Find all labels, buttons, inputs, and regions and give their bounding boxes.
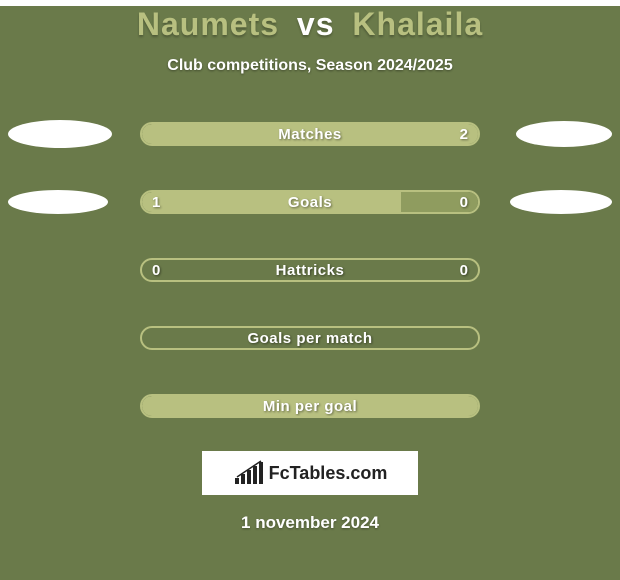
stat-bar: Goals10	[140, 190, 480, 214]
player-oval	[8, 120, 112, 148]
stat-label: Goals per match	[142, 330, 478, 347]
player1-name: Naumets	[137, 6, 279, 42]
stat-row: Goals per match	[0, 315, 620, 361]
comparison-infographic: Naumets vs Khalaila Club competitions, S…	[0, 6, 620, 580]
footer-date: 1 november 2024	[0, 513, 620, 533]
title-vs: vs	[297, 6, 335, 42]
bar-fill-right	[401, 192, 478, 212]
bar-fill-left	[142, 192, 401, 212]
stat-bar: Hattricks0 0	[140, 258, 480, 282]
stat-row: Hattricks0 0	[0, 247, 620, 293]
stat-bar: Min per goal	[140, 394, 480, 418]
stats-stage: Matches2 Goals10 Hattricks0 0 Goals per matc…	[0, 111, 620, 429]
page-title: Naumets vs Khalaila	[0, 6, 620, 43]
stat-bar: Goals per match	[140, 326, 480, 350]
player-oval	[8, 190, 108, 214]
subtitle: Club competitions, Season 2024/2025	[0, 57, 620, 75]
logo-text: FcTables.com	[269, 463, 388, 484]
player-oval	[516, 121, 612, 147]
logo-box: FcTables.com	[202, 451, 418, 495]
bar-fill-left	[142, 396, 478, 416]
player-oval	[510, 190, 612, 214]
stat-row: Min per goal	[0, 383, 620, 429]
stat-label: Hattricks	[142, 262, 478, 279]
player2-name: Khalaila	[352, 6, 483, 42]
stat-value-right: 0	[460, 262, 468, 279]
bar-fill-left	[142, 124, 478, 144]
stat-bar: Matches2	[140, 122, 480, 146]
stat-value-left: 0	[152, 262, 160, 279]
bars-icon	[233, 460, 263, 486]
